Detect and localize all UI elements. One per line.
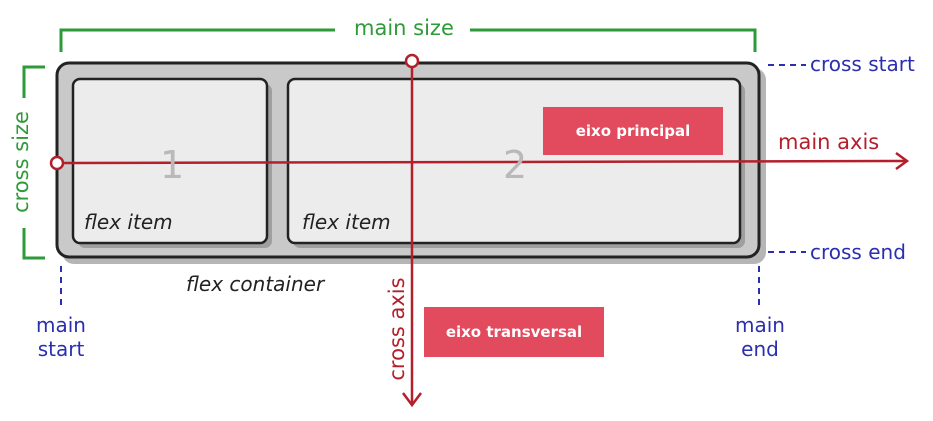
eixo-transversal-badge: eixo transversal	[424, 307, 604, 357]
main-size-bracket	[59, 28, 757, 52]
eixo-principal-badge: eixo principal	[543, 107, 723, 155]
flex-item-1-label: flex item	[84, 210, 173, 234]
flex-item-1-box	[71, 77, 269, 245]
cross-size-bracket	[22, 65, 45, 260]
cross-axis-label: cross axis	[385, 277, 409, 381]
cross-axis-arrow	[402, 53, 422, 408]
main-end-line1: main	[735, 313, 785, 337]
main-start-label: main start	[26, 313, 96, 361]
flex-container-label: flex container	[186, 272, 325, 296]
main-end-line2: end	[741, 337, 779, 361]
cross-end-label: cross end	[810, 240, 906, 264]
main-axis-label: main axis	[778, 130, 880, 154]
main-start-line2: start	[37, 337, 85, 361]
main-axis-arrow	[49, 151, 910, 171]
main-size-label: main size	[354, 16, 454, 40]
flex-item-1-number: 1	[160, 143, 185, 187]
cross-start-label: cross start	[810, 52, 915, 76]
cross-size-label: cross size	[9, 111, 33, 213]
flex-item-2-number: 2	[503, 143, 528, 187]
flex-item-2-label: flex item	[302, 210, 391, 234]
main-start-line1: main	[36, 313, 86, 337]
main-end-label: main end	[725, 313, 795, 361]
